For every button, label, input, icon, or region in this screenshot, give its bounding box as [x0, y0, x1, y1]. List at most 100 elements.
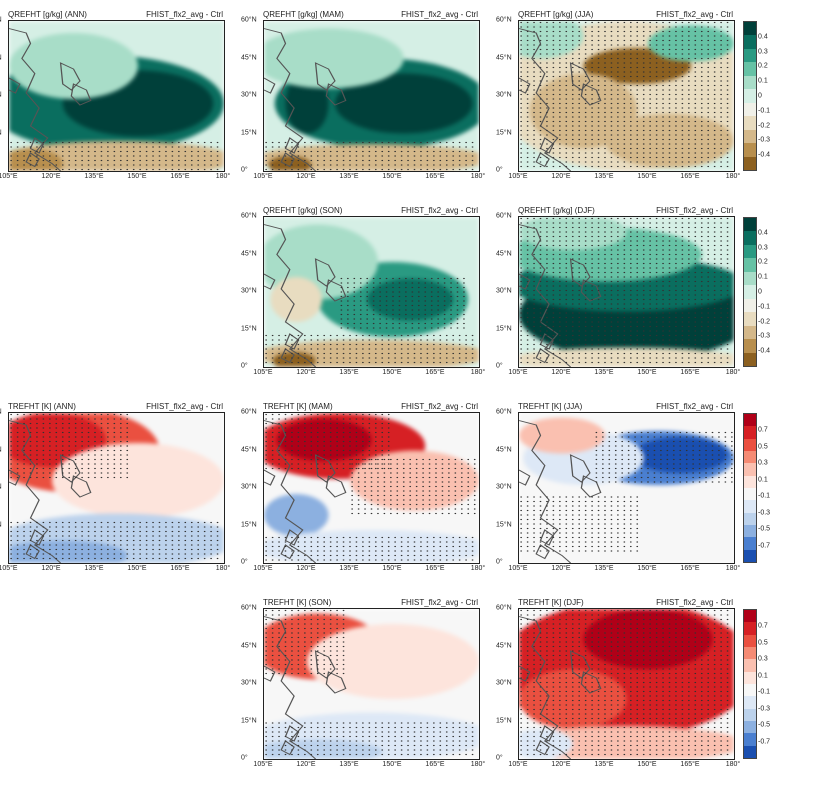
xtick: 135°E — [84, 173, 103, 180]
colorbar-segment — [744, 62, 756, 75]
colorbar-tick: -0.7 — [758, 542, 770, 549]
ytick: 45°N — [496, 250, 512, 257]
xtick: 150°E — [382, 173, 401, 180]
map-q-djf — [518, 216, 735, 368]
xtick: 165°E — [170, 565, 189, 572]
colorbar-segment — [744, 285, 756, 298]
panel-q-djf: QREFHT [g/kg] (DJF)FHIST_flx2_avg - Ctrl… — [518, 216, 733, 366]
panel-title-right: FHIST_flx2_avg - Ctrl — [656, 206, 733, 215]
colorbar-tick: -0.1 — [758, 107, 770, 114]
ytick: 30°N — [241, 92, 257, 99]
colorbar-t: 0.70.50.30.1-0.1-0.3-0.5-0.7 — [743, 609, 757, 759]
colorbar-segment — [744, 272, 756, 285]
map-q-ann — [8, 20, 225, 172]
colorbar-tick: 0.3 — [758, 656, 768, 663]
ytick: 15°N — [496, 129, 512, 136]
ytick: 60°N — [241, 605, 257, 612]
xtick: 180° — [726, 369, 740, 376]
xtick: 165°E — [680, 761, 699, 768]
ytick: 60°N — [241, 409, 257, 416]
colorbar-t: 0.70.50.30.1-0.1-0.3-0.5-0.7 — [743, 413, 757, 563]
xtick: 180° — [471, 173, 485, 180]
xtick: 105°E — [253, 173, 272, 180]
colorbar-segment — [744, 218, 756, 231]
ytick: 60°N — [241, 17, 257, 24]
colorbar-tick: -0.1 — [758, 689, 770, 696]
colorbar-segment — [744, 258, 756, 271]
ytick: 45°N — [0, 446, 2, 453]
panel-title-left: TREFHT [K] (JJA) — [518, 402, 582, 411]
colorbar-tick: 0.3 — [758, 460, 768, 467]
panel-q-ann: QREFHT [g/kg] (ANN)FHIST_flx2_avg - Ctrl… — [8, 20, 223, 170]
ytick: 15°N — [241, 717, 257, 724]
panel-t-djf: TREFHT [K] (DJF)FHIST_flx2_avg - Ctrl 10… — [518, 608, 733, 758]
map-t-son — [263, 608, 480, 760]
colorbar-tick: -0.3 — [758, 705, 770, 712]
colorbar-tick: -0.3 — [758, 509, 770, 516]
colorbar-q: 0.40.30.20.10-0.1-0.2-0.3-0.4 — [743, 21, 757, 171]
colorbar-tick: 0.3 — [758, 244, 768, 251]
colorbar-tick: -0.3 — [758, 137, 770, 144]
map-t-ann — [8, 412, 225, 564]
xtick: 120°E — [296, 761, 315, 768]
colorbar-segment — [744, 451, 756, 463]
ytick: 30°N — [241, 288, 257, 295]
climate-map-grid: QREFHT [g/kg] (ANN) FHIST_flx2_avg - Ctrl… — [8, 8, 807, 783]
colorbar-segment — [744, 103, 756, 116]
xtick: 135°E — [594, 369, 613, 376]
ytick: 15°N — [0, 521, 2, 528]
ytick: 30°N — [496, 288, 512, 295]
xtick: 165°E — [680, 173, 699, 180]
xtick: 105°E — [253, 761, 272, 768]
ytick: 60°N — [0, 17, 2, 24]
xtick: 120°E — [296, 369, 315, 376]
colorbar-segment — [744, 35, 756, 48]
ytick: 0° — [496, 363, 503, 370]
xtick: 150°E — [382, 369, 401, 376]
xtick: 105°E — [0, 565, 18, 572]
panel-q-son: QREFHT [g/kg] (SON)FHIST_flx2_avg - Ctrl… — [263, 216, 478, 366]
colorbar-segment — [744, 116, 756, 129]
panel-title-left: QREFHT [g/kg] (ANN) — [8, 10, 87, 19]
ytick: 0° — [241, 167, 248, 174]
map-t-djf — [518, 608, 735, 760]
xtick: 150°E — [382, 761, 401, 768]
xtick: 180° — [471, 369, 485, 376]
xtick: 120°E — [551, 565, 570, 572]
colorbar-tick: -0.5 — [758, 526, 770, 533]
ytick: 45°N — [241, 446, 257, 453]
xtick: 150°E — [637, 369, 656, 376]
colorbar-tick: -0.4 — [758, 152, 770, 159]
panel-title-left: TREFHT [K] (DJF) — [518, 598, 584, 607]
colorbar-segment — [744, 157, 756, 170]
ytick: 30°N — [241, 680, 257, 687]
ytick: 45°N — [241, 54, 257, 61]
colorbar-segment — [744, 476, 756, 488]
colorbar-tick: -0.2 — [758, 122, 770, 129]
colorbar-segment — [744, 299, 756, 312]
colorbar-segment — [744, 696, 756, 708]
xtick: 135°E — [594, 173, 613, 180]
colorbar-tick: -0.7 — [758, 738, 770, 745]
colorbar-q: 0.40.30.20.10-0.1-0.2-0.3-0.4 — [743, 217, 757, 367]
colorbar-segment — [744, 733, 756, 745]
colorbar-segment — [744, 22, 756, 35]
xtick: 135°E — [339, 565, 358, 572]
colorbar-tick: 0.1 — [758, 78, 768, 85]
ytick: 60°N — [496, 213, 512, 220]
panel-title-left: QREFHT [g/kg] (MAM) — [263, 10, 344, 19]
colorbar-tick: 0.5 — [758, 639, 768, 646]
xtick: 180° — [471, 565, 485, 572]
ytick: 45°N — [0, 54, 2, 61]
xtick: 165°E — [425, 761, 444, 768]
xtick: 120°E — [41, 565, 60, 572]
colorbar-segment — [744, 709, 756, 721]
colorbar-segment — [744, 426, 756, 438]
colorbar-tick: 0.2 — [758, 63, 768, 70]
xtick: 180° — [216, 173, 230, 180]
colorbar-segment — [744, 130, 756, 143]
xtick: 165°E — [680, 565, 699, 572]
xtick: 150°E — [382, 565, 401, 572]
colorbar-segment — [744, 439, 756, 451]
colorbar-tick: 0.7 — [758, 427, 768, 434]
